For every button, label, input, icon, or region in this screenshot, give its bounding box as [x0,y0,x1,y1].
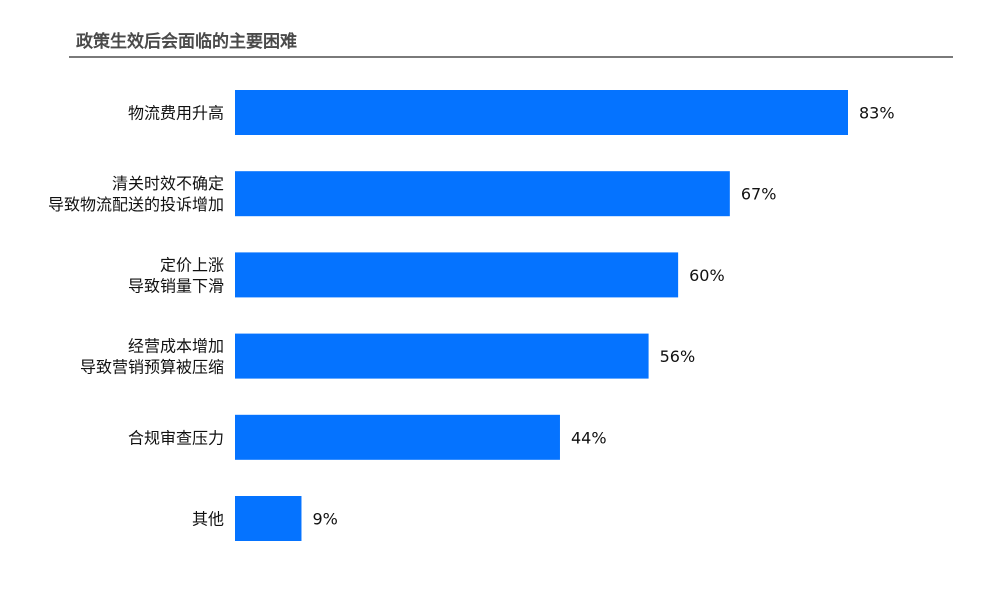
category-label-5: 合规审查压力 [128,428,224,447]
category-label-6: 其他 [192,510,224,529]
value-label-5: 44% [571,428,607,447]
category-label-line: 导致物流配送的投诉增加 [48,195,224,214]
category-label-line: 经营成本增加 [128,337,224,356]
bar-6 [235,496,302,541]
category-label-line: 导致营销预算被压缩 [80,358,224,377]
bar-2 [235,171,730,217]
category-label-1: 物流费用升高 [128,104,224,123]
category-label-line: 物流费用升高 [128,104,224,123]
value-label-4: 56% [660,347,696,366]
category-label-2: 清关时效不确定导致物流配送的投诉增加 [48,174,224,214]
value-label-2: 67% [741,185,777,204]
bars-group: 83% 物流费用升高 67% 清关时效不确定导致物流配送的投诉增加 60% 定价上涨导致销… [48,90,895,541]
category-label-line: 导致销量下滑 [128,276,224,295]
category-label-line: 其他 [192,510,224,529]
chart-title: 政策生效后会面临的主要困难 [76,32,297,52]
title-divider [69,56,953,58]
category-label-line: 合规审查压力 [128,428,224,447]
value-label-1: 83% [859,104,895,123]
bar-1 [235,90,848,135]
category-label-line: 定价上涨 [160,255,224,274]
value-label-3: 60% [689,266,725,285]
bar-3 [235,252,679,298]
category-label-4: 经营成本增加导致营销预算被压缩 [80,337,224,377]
value-label-6: 9% [312,510,337,529]
bar-5 [235,414,560,460]
bar-4 [235,333,649,379]
category-label-3: 定价上涨导致销量下滑 [128,255,224,295]
category-label-line: 清关时效不确定 [112,174,224,193]
